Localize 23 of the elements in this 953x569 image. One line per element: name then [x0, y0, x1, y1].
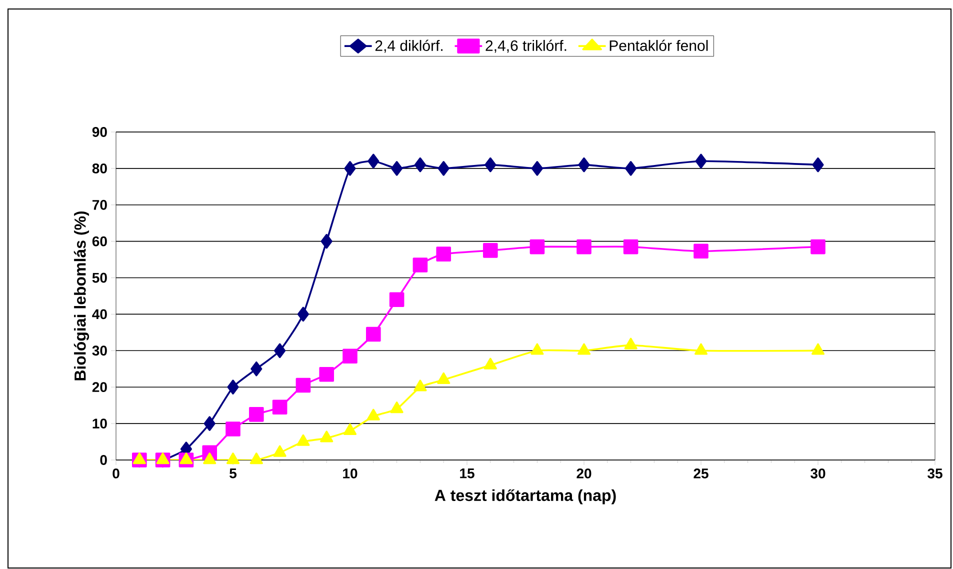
legend-label: 2,4,6 triklórf.: [486, 40, 566, 53]
legend-label: 2,4 diklórf.: [375, 40, 442, 53]
y-tick-label: 90: [92, 127, 107, 137]
y-tick-label: 30: [92, 346, 107, 356]
y-axis-title: Biológiai lebomlás (%): [74, 211, 90, 380]
y-tick-label: 60: [92, 236, 107, 246]
y-tick-label: 40: [92, 309, 107, 320]
y-tick-label: 0: [100, 455, 107, 465]
y-tick-label: 80: [92, 163, 107, 174]
y-tick-label: 70: [92, 200, 107, 210]
x-axis-title: A teszt időtartama (nap): [434, 489, 616, 504]
x-tick-label: 35: [928, 468, 942, 478]
x-tick-label: 25: [694, 468, 708, 478]
x-tick-label: 20: [576, 468, 592, 478]
x-tick-label: 10: [343, 468, 358, 478]
legend-label: Pentaklór fenol: [610, 40, 708, 51]
x-tick-label: 30: [810, 468, 826, 478]
y-tick-label: 10: [92, 418, 107, 428]
y-tick-label: 20: [92, 382, 107, 392]
x-tick-label: 15: [460, 468, 474, 478]
x-tick-label: 0: [112, 468, 120, 478]
x-tick-label: 5: [230, 468, 237, 478]
y-tick-label: 50: [92, 272, 107, 283]
